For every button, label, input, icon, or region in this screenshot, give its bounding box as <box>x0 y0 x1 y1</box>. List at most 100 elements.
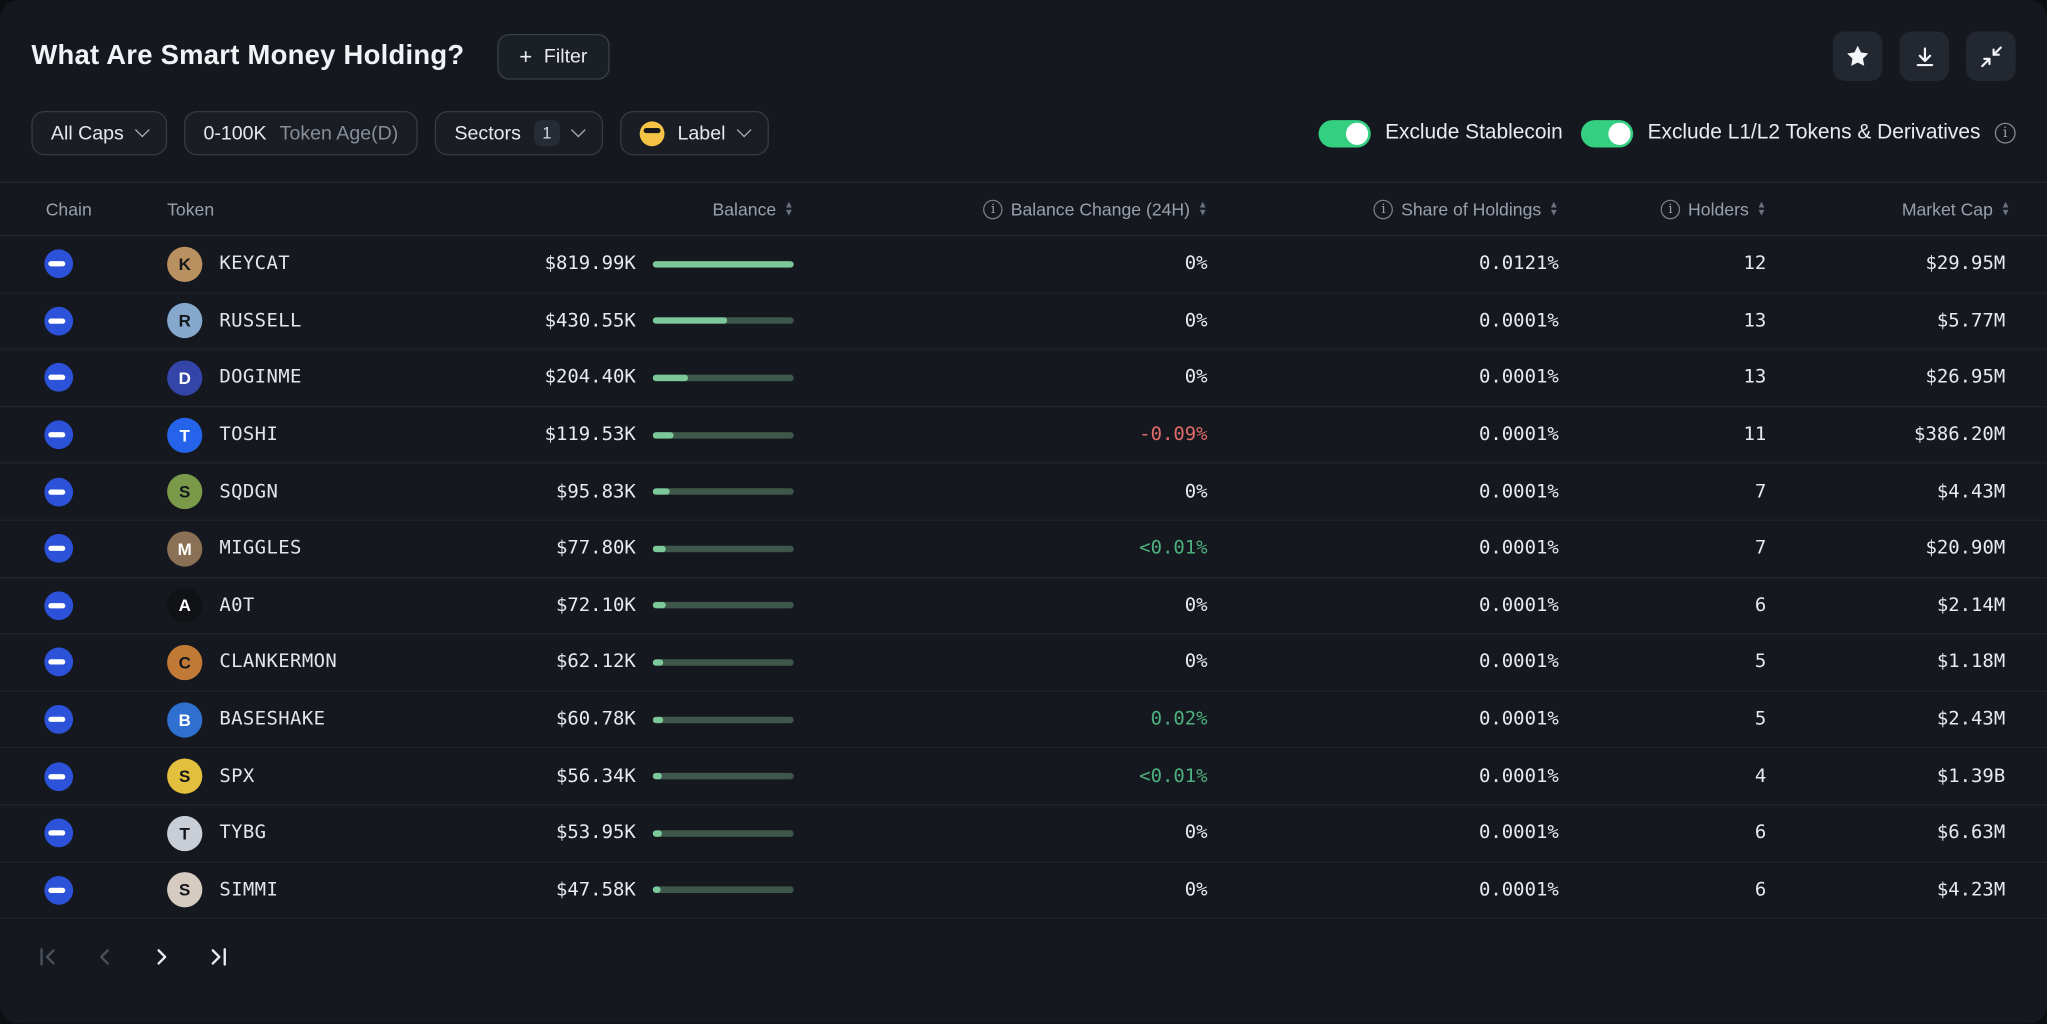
token-cell[interactable]: K KEYCAT <box>157 246 487 282</box>
share-of-holdings-value: 0.0001% <box>1478 424 1559 446</box>
favorite-button[interactable] <box>1832 31 1883 81</box>
table-row[interactable]: T TYBG $53.95K 0% 0.0001% 6 $6.63M <box>0 805 2047 863</box>
balance-bar-cell <box>636 374 794 382</box>
page-title: What Are Smart Money Holding? <box>31 40 465 71</box>
token-cell[interactable]: A A0T <box>157 587 487 624</box>
chain-cell <box>31 761 156 791</box>
next-page-button[interactable] <box>149 944 175 970</box>
balance-change-value: -0.09% <box>1139 424 1208 446</box>
column-header-market-cap[interactable]: Market Cap <box>1766 199 2015 219</box>
token-cell[interactable]: C CLANKERMON <box>157 644 487 681</box>
label-dropdown[interactable]: Label <box>620 110 769 156</box>
token-name: SQDGN <box>219 481 279 503</box>
token-avatar: T <box>167 815 203 851</box>
token-name: TOSHI <box>219 424 279 446</box>
info-icon[interactable]: i <box>1994 122 2016 144</box>
chain-cell <box>31 591 156 620</box>
market-cap-dropdown[interactable]: All Caps <box>31 110 167 156</box>
table-row[interactable]: S SIMMI $47.58K 0% 0.0001% 6 $4.23M <box>0 862 2047 920</box>
column-header-balance-change[interactable]: i Balance Change (24H) <box>794 199 1208 219</box>
holders-value: 7 <box>1754 481 1767 503</box>
token-cell[interactable]: S SIMMI <box>157 872 487 908</box>
market-cap-value: $2.14M <box>1936 595 2006 617</box>
table-body: K KEYCAT $819.99K 0% 0.0121% 12 $29.95M … <box>0 236 2047 920</box>
exclude-l1l2-toggle[interactable] <box>1581 119 1634 147</box>
filter-button-label: Filter <box>543 45 588 68</box>
market-cap-value: $4.23M <box>1936 879 2006 901</box>
token-cell[interactable]: T TYBG <box>157 815 487 851</box>
chain-cell <box>31 363 156 393</box>
token-avatar: R <box>167 303 203 339</box>
table-row[interactable]: M MIGGLES $77.80K <0.01% 0.0001% 7 $20.9… <box>0 521 2047 578</box>
table-row[interactable]: T TOSHI $119.53K -0.09% 0.0001% 11 $386.… <box>0 407 2047 464</box>
sectors-dropdown[interactable]: Sectors 1 <box>434 110 604 156</box>
token-age-input[interactable]: 0-100K Token Age(D) <box>183 110 418 156</box>
share-of-holdings-value: 0.0001% <box>1478 652 1559 673</box>
column-header-share-of-holdings[interactable]: i Share of Holdings <box>1208 199 1559 219</box>
header-actions <box>1832 31 2016 81</box>
collapse-button[interactable] <box>1966 31 2016 81</box>
balance-value: $77.80K <box>555 538 636 560</box>
column-header-balance[interactable]: Balance <box>487 199 794 219</box>
chain-cell <box>31 306 156 336</box>
download-button[interactable] <box>1899 31 1950 81</box>
balance-change-value: <0.01% <box>1139 538 1208 560</box>
token-avatar: S <box>167 474 203 510</box>
table-row[interactable]: A A0T $72.10K 0% 0.0001% 6 $2.14M <box>0 578 2047 635</box>
balance-change-value: 0% <box>1184 822 1208 844</box>
chain-cell <box>31 249 156 279</box>
balance-bar-cell <box>636 829 794 837</box>
balance-change-value: 0% <box>1184 595 1208 617</box>
exclude-stablecoin-toggle[interactable] <box>1318 119 1371 147</box>
first-page-button[interactable] <box>34 944 60 970</box>
balance-change-value: 0.02% <box>1150 708 1208 730</box>
market-cap-value: $29.95M <box>1925 253 2006 275</box>
token-name: A0T <box>219 595 255 617</box>
filter-button[interactable]: + Filter <box>497 33 610 79</box>
balance-bar <box>652 431 794 439</box>
sunglasses-emoji-icon <box>639 120 665 146</box>
download-icon <box>1912 44 1937 69</box>
token-cell[interactable]: T TOSHI <box>157 417 487 453</box>
market-cap-value: $6.63M <box>1936 822 2006 844</box>
table-row[interactable]: B BASESHAKE $60.78K 0.02% 0.0001% 5 $2.4… <box>0 692 2047 749</box>
balance-value: $819.99K <box>544 253 636 275</box>
balance-change-value: 0% <box>1184 310 1208 332</box>
market-cap-value: $5.77M <box>1936 310 2006 332</box>
balance-value: $47.58K <box>555 879 636 901</box>
token-cell[interactable]: S SQDGN <box>157 474 487 510</box>
holders-value: 6 <box>1754 595 1767 617</box>
token-name: DOGINME <box>219 367 302 389</box>
token-cell[interactable]: B BASESHAKE <box>157 701 487 738</box>
token-cell[interactable]: R RUSSELL <box>157 303 487 339</box>
balance-bar <box>652 659 794 666</box>
table-row[interactable]: K KEYCAT $819.99K 0% 0.0121% 12 $29.95M <box>0 236 2047 294</box>
column-header-holders[interactable]: i Holders <box>1559 199 1767 219</box>
token-name: BASESHAKE <box>219 708 326 730</box>
table-row[interactable]: S SPX $56.34K <0.01% 0.0001% 4 $1.39B <box>0 748 2047 806</box>
token-age-unit-label: Token Age(D) <box>279 122 399 145</box>
table-row[interactable]: C CLANKERMON $62.12K 0% 0.0001% 5 $1.18M <box>0 635 2047 692</box>
last-page-button[interactable] <box>206 944 232 970</box>
chain-cell <box>31 875 156 905</box>
token-cell[interactable]: S SPX <box>157 758 487 794</box>
balance-bar-cell <box>636 317 794 325</box>
balance-value: $56.34K <box>555 765 636 787</box>
share-of-holdings-value: 0.0001% <box>1478 367 1559 389</box>
toggle-group: Exclude Stablecoin Exclude L1/L2 Tokens … <box>1318 119 2016 147</box>
table-row[interactable]: S SQDGN $95.83K 0% 0.0001% 7 $4.43M <box>0 464 2047 521</box>
token-cell[interactable]: M MIGGLES <box>157 531 487 567</box>
holders-value: 6 <box>1754 879 1767 901</box>
balance-bar-cell <box>636 886 794 894</box>
chain-cell <box>31 477 156 507</box>
previous-page-button[interactable] <box>91 944 117 970</box>
holders-value: 5 <box>1754 708 1767 730</box>
token-cell[interactable]: D DOGINME <box>157 360 487 396</box>
label-label: Label <box>677 122 726 145</box>
token-avatar: S <box>167 758 203 794</box>
table-row[interactable]: D DOGINME $204.40K 0% 0.0001% 13 $26.95M <box>0 350 2047 408</box>
balance-bar <box>652 829 794 837</box>
table-row[interactable]: R RUSSELL $430.55K 0% 0.0001% 13 $5.77M <box>0 293 2047 351</box>
base-chain-icon <box>44 705 74 734</box>
base-chain-icon <box>44 818 74 848</box>
